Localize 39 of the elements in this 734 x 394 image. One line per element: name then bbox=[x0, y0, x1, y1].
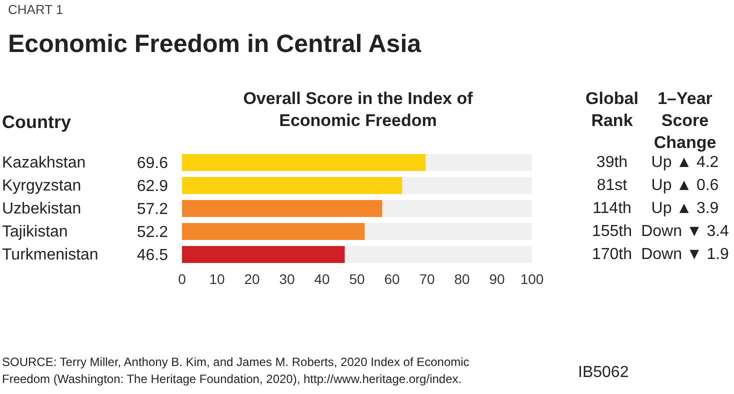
x-tick-label: 0 bbox=[178, 270, 186, 287]
y-tick-label: Tajikistan bbox=[2, 224, 68, 240]
text: Up ▲ 3.9 bbox=[651, 200, 719, 216]
text: 170th bbox=[592, 246, 632, 262]
text: Down ▼ 3.4 bbox=[641, 222, 729, 240]
source-note: SOURCE: Terry Miller, Anthony B. Kim, and James M. Roberts, 2020 Index of Economic Freedom (Washington: The Heritage Foundation, 2020), http://www.heritage.org/index. bbox=[2, 354, 470, 388]
y-tick-label: Kyrgyzstan bbox=[2, 178, 82, 194]
text: 155th bbox=[592, 222, 632, 240]
y-tick-label: Uzbekistan bbox=[2, 200, 82, 218]
data-label: 69.6 bbox=[136, 155, 168, 172]
x-tick-label: 20 bbox=[244, 270, 260, 287]
x-tick-label: 70 bbox=[419, 270, 435, 287]
x-tick-label: 80 bbox=[454, 270, 470, 287]
x-tick-label: 10 bbox=[209, 270, 225, 287]
x-tick-label: 50 bbox=[349, 270, 365, 287]
x-axis-title: Overall Score in the Index of Economic Freedom bbox=[242, 88, 474, 132]
y-tick-label: Turkmenistan bbox=[2, 246, 98, 264]
data-label: 57.2 bbox=[136, 201, 168, 218]
y-tick-label: Kazakhstan bbox=[2, 154, 86, 172]
text: 81st bbox=[596, 176, 628, 194]
text: 1–Year Score Change bbox=[654, 89, 716, 152]
x-tick-label: 40 bbox=[314, 270, 330, 287]
text: Down ▼ 1.9 bbox=[641, 246, 729, 262]
x-tick-label: 100 bbox=[520, 270, 544, 287]
text: Up ▲ 4.2 bbox=[651, 154, 719, 170]
text: Up ▲ 0.6 bbox=[651, 176, 719, 194]
text: 39th bbox=[596, 154, 628, 170]
x-tick-label: 60 bbox=[384, 270, 400, 287]
chart-title: Economic Freedom in Central Asia bbox=[8, 30, 422, 59]
data-label: 52.2 bbox=[136, 224, 168, 242]
text: 114th bbox=[592, 200, 632, 216]
data-label: 62.9 bbox=[136, 178, 168, 196]
data-label: 46.5 bbox=[136, 247, 168, 264]
text: Global Rank bbox=[584, 88, 640, 132]
x-tick-label: 30 bbox=[279, 270, 295, 287]
text: CHART 1 bbox=[8, 2, 64, 17]
text: IB5062 bbox=[578, 364, 629, 382]
y-axis-title: Country bbox=[2, 112, 71, 133]
x-tick-label: 90 bbox=[489, 270, 505, 287]
